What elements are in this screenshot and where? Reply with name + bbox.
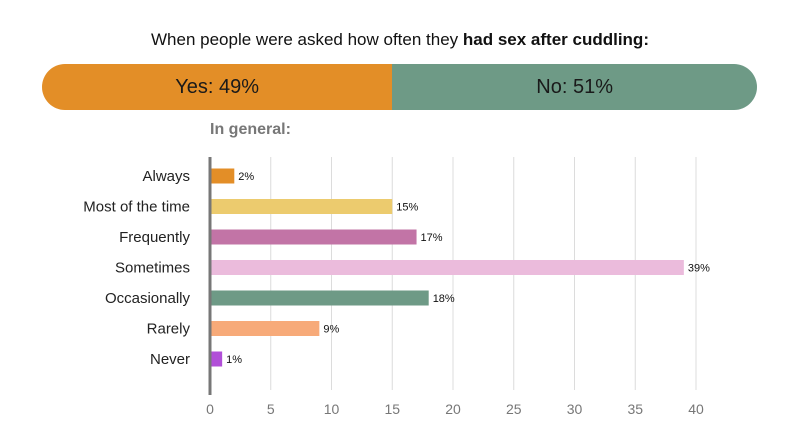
value-label-sometimes: 39% bbox=[688, 263, 710, 275]
bar-occasionally bbox=[211, 290, 429, 306]
chart-subtitle: In general: bbox=[210, 121, 291, 138]
category-label-always: Always bbox=[142, 168, 190, 185]
bar-sometimes bbox=[211, 260, 684, 275]
category-label-occasionally: Occasionally bbox=[105, 290, 191, 307]
x-tick-label-15: 15 bbox=[384, 401, 400, 417]
x-tick-label-0: 0 bbox=[206, 401, 214, 417]
title-prefix: When people were asked how often they bbox=[151, 30, 463, 49]
x-tick-label-40: 40 bbox=[688, 401, 704, 417]
title-bold: had sex after cuddling: bbox=[462, 30, 649, 49]
value-label-occasionally: 18% bbox=[433, 293, 455, 305]
value-label-most-of-the-time: 15% bbox=[396, 202, 418, 214]
value-label-always: 2% bbox=[238, 171, 254, 183]
no-segment: No: 51% bbox=[392, 64, 757, 110]
x-tick-label-20: 20 bbox=[445, 401, 461, 417]
yes-no-summary-bar: Yes: 49% No: 51% bbox=[42, 64, 757, 110]
value-label-rarely: 9% bbox=[323, 324, 339, 336]
value-label-never: 1% bbox=[226, 354, 242, 366]
bar-most-of-the-time bbox=[211, 199, 393, 214]
chart-title: When people were asked how often they ha… bbox=[0, 30, 800, 50]
category-label-rarely: Rarely bbox=[147, 321, 191, 338]
x-tick-label-25: 25 bbox=[506, 401, 522, 417]
x-tick-label-5: 5 bbox=[267, 401, 275, 417]
x-tick-label-30: 30 bbox=[567, 401, 583, 417]
value-label-frequently: 17% bbox=[421, 232, 443, 244]
yes-label: Yes: 49% bbox=[175, 75, 260, 98]
bar-always bbox=[211, 168, 235, 184]
x-tick-label-35: 35 bbox=[627, 401, 643, 417]
bar-rarely bbox=[211, 321, 320, 336]
category-label-most-of-the-time: Most of the time bbox=[83, 199, 190, 216]
bar-frequently bbox=[211, 229, 417, 245]
category-label-sometimes: Sometimes bbox=[115, 260, 190, 277]
no-label: No: 51% bbox=[536, 75, 614, 98]
bar-never bbox=[211, 351, 223, 367]
category-label-never: Never bbox=[150, 351, 190, 368]
category-label-frequently: Frequently bbox=[119, 229, 190, 246]
yes-segment: Yes: 49% bbox=[42, 64, 393, 110]
x-tick-label-10: 10 bbox=[324, 401, 340, 417]
